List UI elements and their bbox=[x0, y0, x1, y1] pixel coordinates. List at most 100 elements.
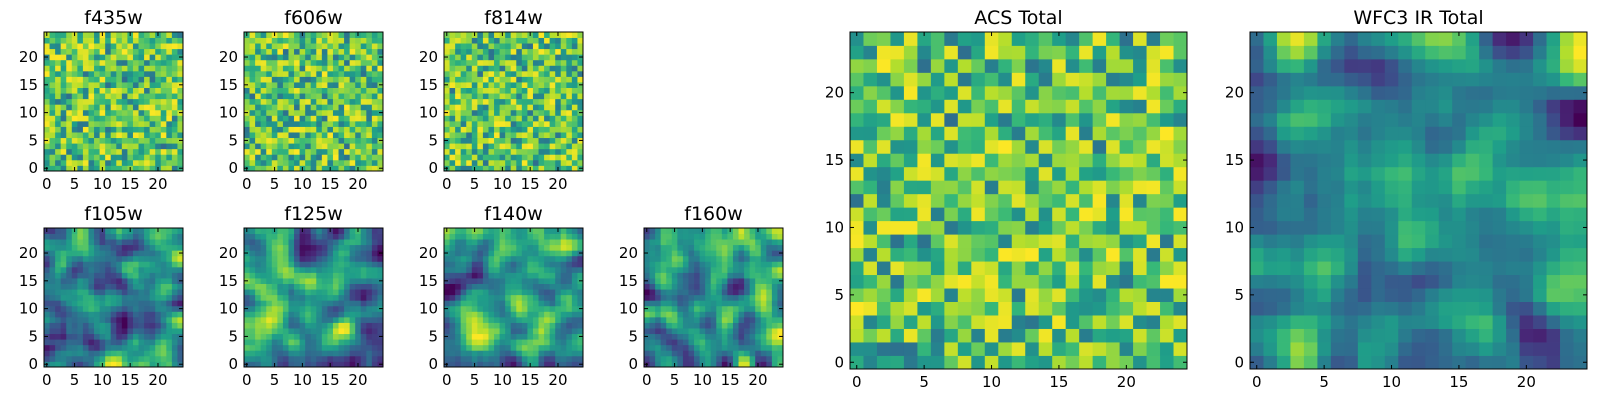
heatmap-cell bbox=[332, 76, 339, 83]
heatmap-cell bbox=[571, 333, 578, 340]
heatmap-cell bbox=[516, 305, 523, 312]
heatmap-cell bbox=[177, 70, 184, 77]
heatmap-cell bbox=[710, 316, 717, 323]
heatmap-cell bbox=[94, 48, 100, 55]
heatmap-cell bbox=[688, 322, 695, 329]
heatmap-cell bbox=[277, 272, 284, 279]
heatmap-cell bbox=[338, 328, 345, 335]
heatmap-cell bbox=[344, 137, 351, 144]
heatmap-cell bbox=[705, 261, 712, 268]
axes-frame bbox=[43, 31, 184, 172]
heatmap-cell bbox=[166, 70, 173, 77]
heatmap-cell bbox=[521, 143, 528, 150]
heatmap-cell bbox=[371, 159, 378, 166]
heatmap-cell bbox=[532, 148, 539, 155]
heatmap-cell bbox=[155, 148, 162, 155]
heatmap-cell bbox=[544, 82, 551, 88]
heatmap-cell bbox=[127, 344, 134, 351]
heatmap-cell bbox=[1092, 207, 1107, 222]
heatmap-cell bbox=[471, 311, 478, 318]
heatmap-cell bbox=[255, 37, 262, 44]
heatmap-cell bbox=[244, 311, 250, 318]
heatmap-cell bbox=[527, 98, 534, 105]
heatmap-cell bbox=[171, 328, 178, 335]
heatmap-cell bbox=[366, 339, 373, 346]
heatmap-cell bbox=[310, 120, 317, 127]
heatmap-cell bbox=[349, 361, 356, 368]
heatmap-cell bbox=[310, 93, 317, 100]
heatmap-cell bbox=[527, 93, 534, 100]
heatmap-cell bbox=[310, 54, 317, 61]
heatmap-cell bbox=[260, 104, 267, 111]
heatmap-cell bbox=[527, 87, 534, 94]
heatmap-cell bbox=[671, 294, 678, 301]
heatmap-cell bbox=[255, 272, 262, 279]
heatmap-cell bbox=[99, 126, 106, 133]
heatmap-cell bbox=[1173, 288, 1188, 302]
heatmap-cell bbox=[755, 239, 762, 246]
heatmap-cell bbox=[138, 305, 145, 312]
heatmap-cell bbox=[890, 153, 905, 168]
heatmap-cell bbox=[682, 239, 689, 246]
heatmap-cell bbox=[544, 48, 551, 55]
heatmap-cell bbox=[77, 300, 84, 307]
heatmap-cell bbox=[488, 272, 495, 279]
heatmap-cell bbox=[316, 294, 323, 301]
heatmap-cell bbox=[449, 65, 456, 72]
heatmap-cell bbox=[677, 228, 684, 234]
heatmap-cell bbox=[1146, 166, 1161, 181]
heatmap-cell bbox=[160, 154, 167, 161]
heatmap-cell bbox=[144, 261, 151, 268]
heatmap-cell bbox=[488, 126, 495, 133]
heatmap-cell bbox=[310, 322, 317, 329]
heatmap-cell bbox=[55, 132, 62, 139]
heatmap-cell bbox=[721, 311, 728, 318]
heatmap-cell bbox=[360, 289, 367, 296]
heatmap-cell bbox=[55, 109, 62, 116]
heatmap-cell bbox=[1173, 342, 1188, 356]
heatmap-cell bbox=[127, 120, 134, 127]
heatmap-cell bbox=[677, 250, 684, 257]
heatmap-cell bbox=[1092, 342, 1107, 356]
heatmap-cell bbox=[310, 37, 317, 44]
heatmap-cell bbox=[49, 43, 56, 50]
heatmap-cell bbox=[544, 278, 551, 284]
heatmap-cell bbox=[255, 344, 262, 351]
heatmap-cell bbox=[44, 328, 50, 335]
heatmap-cell bbox=[377, 59, 384, 66]
heatmap-cell bbox=[149, 137, 156, 144]
heatmap-cell bbox=[77, 48, 84, 55]
heatmap-cell bbox=[1119, 220, 1134, 235]
heatmap-cell bbox=[755, 344, 762, 351]
heatmap-cell bbox=[116, 87, 123, 94]
heatmap-cell bbox=[727, 294, 734, 301]
heatmap-cell bbox=[149, 361, 156, 368]
heatmap-cell bbox=[549, 233, 556, 240]
heatmap-cell bbox=[449, 126, 456, 133]
heatmap-cell bbox=[566, 239, 573, 246]
heatmap-cell bbox=[288, 37, 295, 44]
heatmap-cell bbox=[532, 54, 539, 61]
heatmap-cell bbox=[538, 54, 545, 61]
heatmap-cell bbox=[460, 272, 467, 279]
heatmap-cell bbox=[544, 98, 551, 105]
heatmap-cell bbox=[282, 132, 289, 139]
heatmap-cell bbox=[71, 109, 78, 116]
heatmap-cell bbox=[577, 48, 584, 55]
heatmap-cell bbox=[555, 350, 562, 357]
heatmap-cell bbox=[110, 87, 117, 94]
heatmap-cell bbox=[310, 266, 317, 273]
heatmap-cell bbox=[294, 322, 300, 329]
heatmap-cell bbox=[166, 233, 173, 240]
heatmap-cell bbox=[444, 316, 450, 323]
heatmap-cell bbox=[760, 350, 767, 357]
heatmap-cell bbox=[671, 333, 678, 340]
heatmap-cell bbox=[682, 244, 689, 251]
heatmap-cell bbox=[538, 283, 545, 290]
heatmap-cell bbox=[249, 76, 256, 83]
heatmap-cell bbox=[544, 93, 551, 100]
heatmap-cell bbox=[488, 59, 495, 66]
heatmap-cell bbox=[527, 294, 534, 301]
heatmap-cell bbox=[1079, 328, 1094, 343]
heatmap-cell bbox=[471, 322, 478, 329]
